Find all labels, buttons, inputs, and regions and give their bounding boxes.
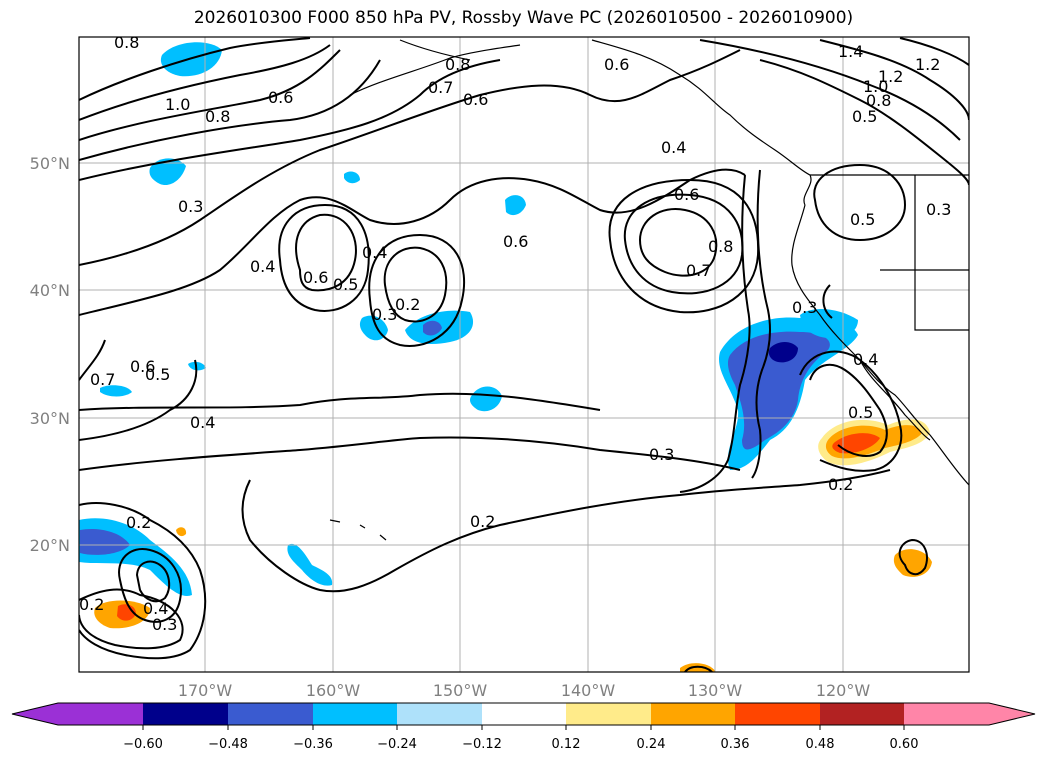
contour-label: 0.2 (126, 513, 151, 532)
latitude-labels: 50°N 40°N 30°N 20°N (30, 154, 70, 555)
anomaly-patch-20n-178w-core (80, 528, 130, 555)
colorbar-extend-low (12, 703, 58, 725)
colorbar-outline (11, 702, 1036, 726)
contour-label: 0.4 (853, 350, 878, 369)
contour-label: 0.3 (152, 615, 177, 634)
lon-label-140w: 140°W (561, 681, 616, 700)
lat-label-40n: 40°N (30, 281, 70, 300)
contour-label: 0.4 (190, 413, 215, 432)
colorbar-segment (820, 703, 904, 725)
lon-label-150w: 150°W (433, 681, 488, 700)
colorbar-tick-label: 0.36 (721, 737, 750, 752)
anomaly-patch-48n-173w (149, 158, 186, 186)
graticule (79, 37, 969, 672)
colorbar-segment (735, 703, 820, 725)
contour-label: 1.4 (838, 42, 863, 61)
colorbar-tick-label: 0.60 (890, 737, 919, 752)
anomaly-patch-ne-pacific-mid (727, 331, 830, 450)
contour-label: 0.2 (395, 295, 420, 314)
contour-labels: 0.8 1.0 0.8 0.6 0.8 0.7 0.6 0.6 0.4 1.4 … (79, 33, 951, 634)
lon-label-170w: 170°W (178, 681, 233, 700)
colorbar-tick-label: 0.24 (637, 737, 666, 752)
colorbar-tick-label: −0.36 (293, 737, 333, 752)
contour-label: 0.5 (848, 403, 873, 422)
contour-label: 0.8 (445, 55, 470, 74)
colorbar-extend-high (989, 703, 1035, 725)
contour-label: 0.6 (503, 232, 528, 251)
colorbar-segment (58, 703, 143, 725)
contour-label: 0.3 (372, 305, 397, 324)
contour-label: 1.0 (165, 95, 190, 114)
contour-label: 0.8 (708, 237, 733, 256)
contour-label: 0.4 (362, 243, 387, 262)
map-frame (78, 36, 970, 673)
contour-label: 0.5 (852, 107, 877, 126)
contour-label: 0.6 (463, 90, 488, 109)
colorbar-segment (904, 703, 989, 725)
colorbar-tick-label: 0.12 (552, 737, 581, 752)
colorbar-segment (228, 703, 313, 725)
lat-label-20n: 20°N (30, 536, 70, 555)
contour-label: 0.8 (866, 91, 891, 110)
anomaly-patch-pos-21n-167w (176, 527, 187, 537)
longitude-labels: 170°W 160°W 150°W 140°W 130°W 120°W (178, 681, 871, 700)
lon-label-160w: 160°W (306, 681, 361, 700)
contour-label: 0.3 (178, 197, 203, 216)
contour-label: 0.7 (90, 370, 115, 389)
pv-contours (79, 37, 969, 672)
colorbar-tick-label: 0.48 (806, 737, 835, 752)
contour-label: 0.3 (792, 298, 817, 317)
contour-label: 0.2 (828, 475, 853, 494)
map-panel: 0.8 1.0 0.8 0.6 0.8 0.7 0.6 0.6 0.4 1.4 … (78, 33, 970, 673)
anomaly-patch-46n-146w (505, 195, 526, 216)
contour-label: 0.8 (114, 33, 139, 52)
colorbar-segment (651, 703, 735, 725)
contour-label: 0.4 (250, 257, 275, 276)
anomaly-patch-38n-150w-core (423, 320, 442, 336)
contour-label: 0.4 (143, 599, 168, 618)
contour-label: 0.3 (926, 200, 951, 219)
contour-label: 0.2 (79, 595, 104, 614)
anomaly-patch-33n-175w (100, 385, 132, 397)
lon-label-120w: 120°W (816, 681, 871, 700)
contour-label: 1.2 (878, 67, 903, 86)
colorbar-tick-label: −0.60 (123, 737, 163, 752)
anomaly-patch-48n-158w (344, 171, 360, 184)
contour-label: 0.8 (205, 107, 230, 126)
colorbar-segment (566, 703, 651, 725)
contour-label: 0.5 (145, 365, 170, 384)
colorbar-tick-label: −0.48 (208, 737, 248, 752)
contour-label: 1.2 (915, 55, 940, 74)
colorbar-tick-label: −0.24 (377, 737, 417, 752)
anomaly-patch-hawaii (287, 543, 333, 586)
colorbar-segment (313, 703, 397, 725)
contour-label: 0.7 (686, 261, 711, 280)
anomaly-patch-pos-28n-120w-core (832, 433, 880, 454)
anomaly-patch-ne-pacific-core (768, 342, 798, 363)
contour-label: 0.4 (661, 138, 686, 157)
lat-label-50n: 50°N (30, 154, 70, 173)
colorbar-segment (397, 703, 482, 725)
contour-label: 0.6 (674, 185, 699, 204)
contour-label: 1.0 (863, 77, 888, 96)
contour-label: 0.5 (333, 275, 358, 294)
colorbar: −0.60 −0.48 −0.36 −0.24 −0.12 0.12 0.24 … (11, 702, 1036, 752)
contour-label: 0.7 (428, 78, 453, 97)
colorbar-tick-label: −0.12 (462, 737, 502, 752)
colorbar-segment (143, 703, 228, 725)
map-title: 2026010300 F000 850 hPa PV, Rossby Wave … (193, 8, 854, 28)
contour-label: 0.6 (268, 88, 293, 107)
contour-label: 0.2 (470, 512, 495, 531)
contour-label: 0.6 (303, 268, 328, 287)
contour-label: 0.6 (130, 357, 155, 376)
lat-label-30n: 30°N (30, 409, 70, 428)
coastlines (329, 39, 969, 541)
contour-label: 0.3 (649, 445, 674, 464)
contour-label: 0.6 (604, 55, 629, 74)
contour-label: 0.5 (850, 210, 875, 229)
lon-label-130w: 130°W (688, 681, 743, 700)
colorbar-segment (482, 703, 566, 725)
anomaly-patch-32n-148w (470, 386, 502, 412)
